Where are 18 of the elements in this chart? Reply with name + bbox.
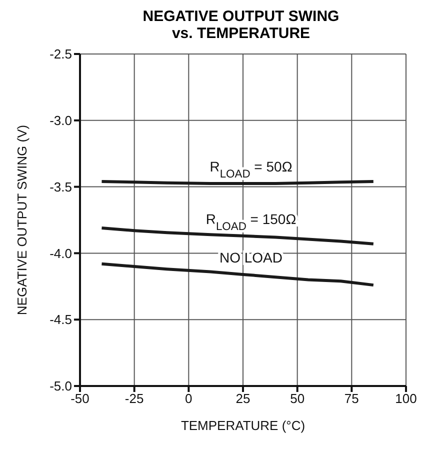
y-axis-title: NEGATIVE OUTPUT SWING (V) xyxy=(14,124,30,316)
y-tick-label: -5.0 xyxy=(50,378,72,394)
x-tick-label: 50 xyxy=(290,391,305,406)
y-tick-label: -4.0 xyxy=(50,246,72,261)
line-series xyxy=(100,262,375,287)
x-tick-label: 0 xyxy=(185,391,192,406)
x-tick-label: -25 xyxy=(124,391,144,406)
x-tick-label: 100 xyxy=(395,391,417,406)
y-tick-label: -3.5 xyxy=(50,179,72,194)
x-tick-label: -50 xyxy=(70,391,90,406)
y-tick-label: -2.5 xyxy=(50,46,72,62)
y-tick-label: -4.5 xyxy=(50,312,72,328)
y-tick-label: -3.0 xyxy=(50,113,72,128)
x-tick-label: 25 xyxy=(236,391,250,406)
x-axis-title: TEMPERATURE (°C) xyxy=(180,418,306,433)
x-tick-label: 75 xyxy=(344,391,359,406)
series-label: NO LOAD xyxy=(219,249,283,266)
chart-title: NEGATIVE OUTPUT SWING vs. TEMPERATURE xyxy=(142,8,340,42)
